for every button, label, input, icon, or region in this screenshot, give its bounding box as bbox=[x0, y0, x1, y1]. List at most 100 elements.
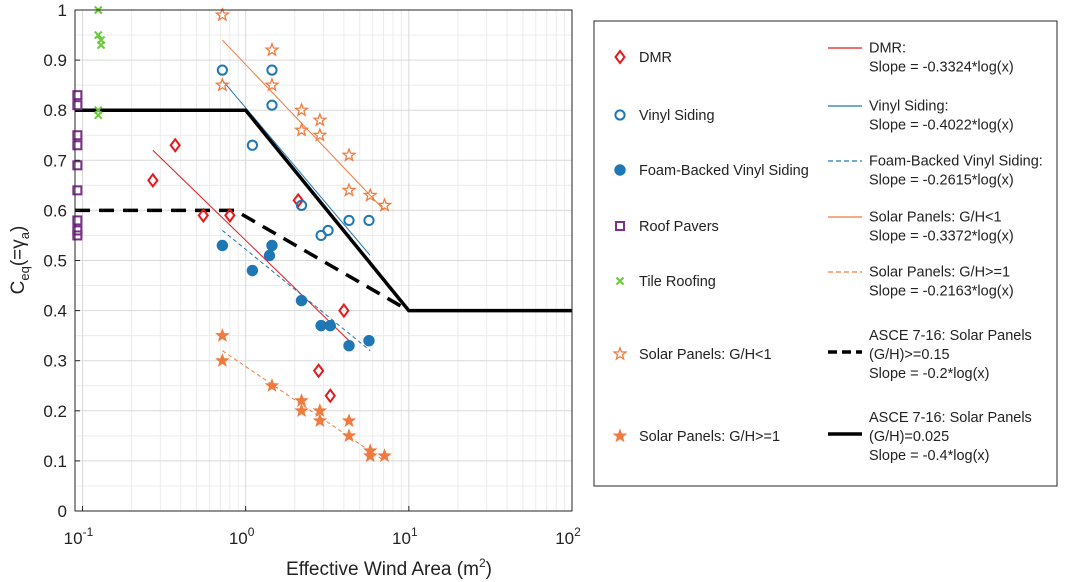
point-vinyl-siding bbox=[246, 139, 258, 151]
legend-line-text: ASCE 7-16: Solar Panels bbox=[869, 328, 1032, 344]
y-tick-label: 1 bbox=[58, 1, 67, 20]
y-axis-ticks: 0 0.1 0.2 0.3 0.4 0.5 0.6 0.7 0.8 0.9 1 bbox=[43, 1, 80, 521]
point-solar-panels-g-h-1 bbox=[341, 147, 357, 162]
legend-line-text: Foam-Backed Vinyl Siding: bbox=[869, 154, 1043, 170]
point-foam-backed-vinyl-siding bbox=[324, 319, 336, 332]
legend-line-label: Solar Panels: G/H<1 Slope = -0.3372*log(x… bbox=[869, 210, 1014, 245]
point-solar-panels-g-h-1 bbox=[214, 6, 231, 22]
legend-line-label: Foam-Backed Vinyl Siding: Slope = -0.2615… bbox=[869, 154, 1043, 189]
y-tick-label: 0.1 bbox=[43, 452, 67, 471]
legend-marker-tile-roofing bbox=[615, 276, 625, 286]
legend-line-text: ASCE 7-16: Solar Panels bbox=[869, 410, 1032, 426]
legend-line-text: Slope = -0.4*log(x) bbox=[869, 448, 990, 464]
y-tick-label: 0 bbox=[58, 502, 67, 521]
point-roof-pavers bbox=[72, 100, 83, 111]
legend-label-solar-panels-g-h-1: Solar Panels: G/H>=1 bbox=[639, 429, 780, 445]
point-solar-panels-g-h-1 bbox=[293, 122, 310, 137]
point-roof-pavers bbox=[72, 160, 83, 171]
y-tick-label: 0.6 bbox=[43, 201, 67, 220]
y-tick-label: 0.7 bbox=[43, 151, 67, 170]
x-tick-base: 10 bbox=[64, 529, 83, 548]
x-tick-label: 101 bbox=[392, 525, 418, 548]
point-solar-panels-g-h-1 bbox=[341, 428, 357, 443]
legend-marker-vinyl-siding bbox=[614, 109, 626, 121]
x-tick-label: 102 bbox=[555, 525, 581, 548]
point-roof-pavers bbox=[72, 140, 83, 151]
point-roof-pavers bbox=[72, 215, 83, 226]
x-tick-exp: -1 bbox=[83, 525, 94, 539]
legend-line-label: DMR: Slope = -0.3324*log(x) bbox=[869, 41, 1014, 76]
y-axis-title-sub-a: a bbox=[17, 231, 32, 239]
point-vinyl-siding bbox=[363, 214, 375, 227]
y-axis-title-sub-eq: eq bbox=[17, 266, 32, 280]
legend-line-text: Slope = -0.2163*log(x) bbox=[869, 284, 1014, 300]
point-solar-panels-g-h-1 bbox=[215, 328, 230, 342]
legend-line-text: DMR: bbox=[869, 41, 906, 57]
point-tile-roofing bbox=[96, 40, 106, 50]
legend-line-text: Solar Panels: G/H>=1 bbox=[869, 265, 1010, 281]
point-dmr bbox=[224, 207, 236, 224]
y-tick-label: 0.3 bbox=[43, 352, 67, 371]
legend-marker-roof-pavers bbox=[615, 221, 625, 231]
point-roof-pavers bbox=[72, 230, 83, 241]
legend-marker-solar-panels-g-h-1 bbox=[612, 428, 628, 443]
x-axis-title-sup: 2 bbox=[479, 556, 486, 570]
y-tick-label: 0.8 bbox=[43, 101, 67, 120]
point-solar-panels-g-h-1 bbox=[362, 187, 378, 202]
y-tick-label: 0.9 bbox=[43, 51, 67, 70]
x-axis-ticks: 10-1 100 101 102 bbox=[64, 506, 581, 548]
point-roof-pavers bbox=[72, 130, 83, 141]
fit-line-foam-backed-vinyl-siding bbox=[222, 230, 371, 352]
legend-line-label: ASCE 7-16: Solar Panels (G/H)>=0.15 Slope … bbox=[869, 328, 1032, 382]
point-solar-panels-g-h-1 bbox=[312, 127, 328, 142]
asce-lines bbox=[75, 108, 572, 313]
point-dmr bbox=[292, 192, 304, 209]
point-roof-pavers bbox=[72, 185, 83, 196]
y-tick-label: 0.2 bbox=[43, 402, 67, 421]
point-dmr bbox=[324, 388, 337, 404]
legend-line-label: Solar Panels: G/H>=1 Slope = -0.2163*log(… bbox=[869, 265, 1014, 300]
x-tick-exp: 0 bbox=[248, 525, 255, 539]
point-solar-panels-g-h-1 bbox=[264, 42, 280, 57]
legend-box bbox=[593, 20, 1058, 487]
point-dmr bbox=[338, 302, 350, 319]
x-tick-base: 10 bbox=[392, 529, 411, 548]
point-solar-panels-g-h-1 bbox=[341, 413, 357, 427]
point-foam-backed-vinyl-siding bbox=[363, 334, 375, 347]
point-dmr bbox=[169, 137, 181, 153]
legend-line-label: ASCE 7-16: Solar Panels (G/H)=0.025 Slope … bbox=[869, 410, 1032, 464]
x-axis-title-text: Effective Wind Area (m bbox=[286, 559, 479, 580]
legend-label-foam-backed-vinyl-siding: Foam-Backed Vinyl Siding bbox=[639, 163, 809, 179]
point-foam-backed-vinyl-siding bbox=[295, 294, 308, 307]
x-tick-exp: 2 bbox=[574, 525, 581, 539]
legend-line-text: Slope = -0.3324*log(x) bbox=[869, 60, 1014, 76]
legend-marker-dmr bbox=[614, 49, 626, 65]
point-vinyl-siding bbox=[216, 64, 228, 76]
legend-line-text: Solar Panels: G/H<1 bbox=[869, 210, 1002, 226]
point-tile-roofing bbox=[94, 111, 103, 120]
legend-line-text: (G/H)=0.025 bbox=[869, 429, 949, 445]
point-solar-panels-g-h-1 bbox=[264, 378, 280, 392]
point-solar-panels-g-h-1 bbox=[214, 77, 231, 92]
point-dmr bbox=[312, 363, 325, 379]
asce-line-dashed bbox=[75, 208, 410, 313]
fit-line-solar-panels-g-h-1 bbox=[222, 39, 385, 211]
point-dmr bbox=[197, 207, 210, 224]
legend-line-text: (G/H)>=0.15 bbox=[869, 347, 950, 363]
x-axis-title: Effective Wind Area (m2) bbox=[286, 556, 492, 580]
legend: DMR Vinyl Siding Foam-Backed Vinyl Siding R… bbox=[612, 41, 1043, 464]
point-vinyl-siding bbox=[343, 214, 355, 227]
x-tick-label: 100 bbox=[229, 525, 255, 548]
fit-line-dmr bbox=[152, 149, 350, 342]
point-dmr bbox=[147, 172, 159, 189]
y-tick-label: 0.4 bbox=[43, 302, 67, 321]
legend-label-roof-pavers: Roof Pavers bbox=[639, 219, 719, 235]
legend-line-text: Slope = -0.4022*log(x) bbox=[869, 118, 1014, 134]
point-roof-pavers bbox=[72, 225, 83, 236]
grid bbox=[75, 10, 573, 511]
x-tick-label: 10-1 bbox=[64, 525, 94, 548]
point-solar-panels-g-h-1 bbox=[376, 197, 393, 212]
x-tick-base: 10 bbox=[555, 529, 574, 548]
point-vinyl-siding bbox=[322, 224, 334, 237]
legend-line-text: Vinyl Siding: bbox=[869, 99, 949, 115]
